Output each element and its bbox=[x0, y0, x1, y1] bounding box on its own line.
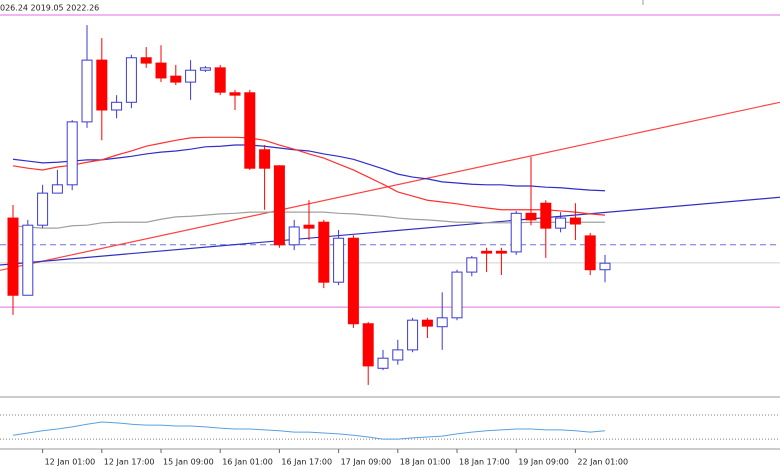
candle-body bbox=[259, 149, 271, 169]
trendline bbox=[0, 101, 780, 271]
x-tick-label: 12 Jan 17:00 bbox=[104, 458, 155, 467]
candle-body bbox=[377, 357, 389, 369]
candle-body bbox=[140, 57, 152, 64]
x-tick-label: 15 Jan 09:00 bbox=[163, 458, 214, 467]
candle-body bbox=[495, 250, 507, 254]
candle-body bbox=[584, 235, 596, 271]
candle-body bbox=[392, 349, 404, 361]
candle-body bbox=[288, 226, 300, 246]
candle-body bbox=[481, 250, 493, 254]
candle-body bbox=[540, 202, 552, 229]
candle-body bbox=[66, 121, 78, 186]
x-tick-label: 16 Jan 01:00 bbox=[222, 458, 273, 467]
candle-body bbox=[81, 59, 93, 123]
candle-body bbox=[333, 237, 345, 283]
moving-average bbox=[12, 136, 606, 216]
candle-body bbox=[466, 257, 478, 273]
moving-average bbox=[12, 144, 606, 192]
candle-body bbox=[170, 75, 182, 83]
candle-body bbox=[51, 184, 63, 194]
candle-body bbox=[244, 92, 256, 169]
candle-body bbox=[7, 217, 19, 296]
candle-body bbox=[155, 62, 167, 79]
candle-body bbox=[525, 212, 537, 221]
candle-body bbox=[599, 262, 611, 271]
candle-body bbox=[436, 317, 448, 328]
candle-body bbox=[125, 57, 137, 103]
candle-body bbox=[214, 67, 226, 93]
trendline bbox=[0, 196, 780, 266]
candle-body bbox=[303, 224, 315, 229]
candle-body bbox=[273, 165, 285, 246]
candle-body bbox=[22, 224, 34, 296]
candle-body bbox=[510, 212, 522, 253]
candle-body bbox=[185, 69, 197, 83]
candle-body bbox=[451, 271, 463, 319]
candle-body bbox=[229, 92, 241, 96]
candle-body bbox=[362, 323, 374, 367]
x-tick-label: 22 Jan 01:00 bbox=[577, 458, 628, 467]
oscillator-line bbox=[12, 421, 606, 440]
candle-body bbox=[347, 237, 359, 325]
x-tick-label: 18 Jan 17:00 bbox=[459, 458, 510, 467]
x-tick-label: 12 Jan 01:00 bbox=[45, 458, 96, 467]
candle-body bbox=[569, 217, 581, 225]
candle-body bbox=[96, 59, 108, 111]
candle-body bbox=[421, 319, 433, 327]
candle-body bbox=[199, 67, 211, 71]
candle-body bbox=[555, 217, 567, 229]
candle-body bbox=[318, 221, 330, 283]
x-tick-label: 17 Jan 09:00 bbox=[341, 458, 392, 467]
x-tick-label: 16 Jan 17:00 bbox=[281, 458, 332, 467]
x-tick-label: 18 Jan 01:00 bbox=[400, 458, 451, 467]
header-text: 026.24 2019.05 2022.26 bbox=[0, 4, 99, 13]
x-tick-label: 19 Jan 09:00 bbox=[518, 458, 569, 467]
candle-body bbox=[111, 101, 123, 111]
candle-body bbox=[37, 192, 49, 226]
candle-body bbox=[407, 319, 419, 351]
